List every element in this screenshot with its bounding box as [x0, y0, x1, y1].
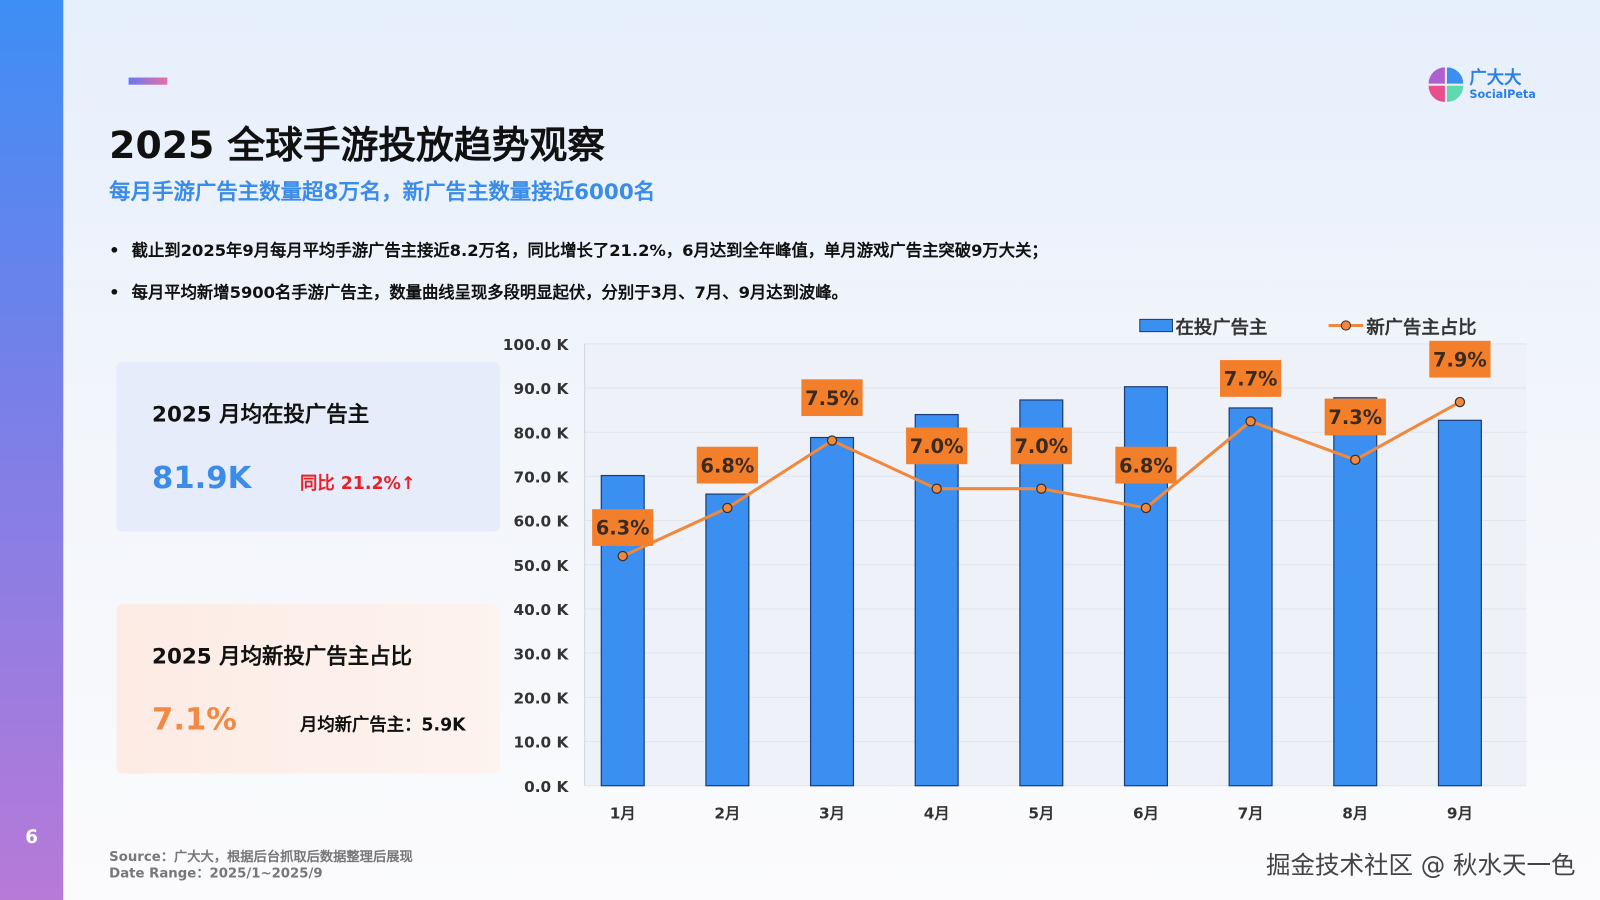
- bullet-text: 每月平均新增5900名手游广告主，数量曲线呈现多段明显起伏，分别于3月、7月、9…: [131, 282, 848, 303]
- data-label-bg: [1220, 360, 1282, 397]
- data-label: 7.0%: [910, 435, 964, 458]
- y-tick-label: 80.0 K: [513, 424, 569, 442]
- ratio-point: [1350, 454, 1361, 466]
- bar: [914, 413, 959, 787]
- ratio-point: [1454, 396, 1466, 408]
- y-tick-label: 10.0 K: [513, 734, 569, 752]
- sidebar-bar: 6: [0, 0, 64, 900]
- data-label: 7.7%: [1224, 368, 1278, 391]
- y-tick-label: 60.0 K: [513, 513, 569, 531]
- logo-icon: [1428, 67, 1464, 103]
- y-tick-label: 50.0 K: [513, 557, 569, 575]
- logo-cn: 广大大: [1469, 67, 1522, 89]
- data-label-bg: [1429, 340, 1491, 378]
- data-label: 6.8%: [701, 454, 755, 477]
- x-tick-label: 4月: [924, 804, 950, 822]
- y-tick-label: 100.0 K: [503, 336, 570, 354]
- bullet-item: • 截止到2025年9月每月平均手游广告主接近8.2万名，同比增长了21.2%，6…: [109, 240, 1048, 261]
- accent-bar: [128, 77, 168, 85]
- new-advertiser-ratio-card: 2025 月均新投广告主占比 7.1% 月均新广告主：5.9K: [116, 604, 500, 774]
- ratio-point: [826, 435, 838, 446]
- legend-line-marker: [1340, 320, 1352, 331]
- data-label: 7.3%: [1328, 406, 1382, 429]
- legend-bar-swatch: [1139, 318, 1173, 333]
- logo: 广大大 SocialPeta: [1428, 67, 1536, 103]
- ratio-point: [722, 502, 733, 514]
- card-title: 2025 月均在投广告主: [152, 402, 370, 427]
- data-label: 7.9%: [1433, 348, 1487, 371]
- y-tick-label: 90.0 K: [513, 380, 569, 398]
- y-tick-label: 20.0 K: [513, 689, 569, 707]
- logo-en: SocialPeta: [1469, 87, 1536, 101]
- ratio-point: [617, 550, 628, 562]
- x-tick-label: 2月: [714, 804, 740, 822]
- y-tick-label: 40.0 K: [513, 601, 569, 619]
- data-label: 6.8%: [1119, 454, 1173, 477]
- x-tick-label: 7月: [1238, 804, 1264, 822]
- data-label: 7.0%: [1014, 435, 1068, 458]
- data-label-bg: [801, 379, 863, 417]
- data-label-bg: [1115, 446, 1177, 484]
- card-value: 81.9K: [152, 460, 252, 496]
- x-tick-label: 9月: [1447, 804, 1473, 822]
- bullet-list: • 截止到2025年9月每月平均手游广告主接近8.2万名，同比增长了21.2%，6…: [109, 237, 1048, 321]
- page-subtitle: 每月手游广告主数量超8万名，新广告主数量接近6000名: [109, 179, 656, 205]
- x-tick-label: 1月: [610, 804, 636, 822]
- x-tick-label: 5月: [1028, 804, 1054, 822]
- x-tick-label: 8月: [1342, 804, 1368, 822]
- bullet-item: • 每月平均新增5900名手游广告主，数量曲线呈现多段明显起伏，分别于3月、7月、…: [109, 282, 848, 303]
- watermark: 掘金技术社区 @ 秋水天一色: [1266, 851, 1576, 880]
- date-range-text: Date Range：2025/1~2025/9: [109, 866, 323, 882]
- data-label-bg: [1010, 427, 1072, 465]
- data-label-bg: [1324, 398, 1386, 436]
- ratio-point: [931, 483, 942, 494]
- data-label-bg: [592, 509, 654, 546]
- bar: [1228, 407, 1273, 787]
- bar: [809, 436, 855, 787]
- bullet-text: 截止到2025年9月每月平均手游广告主接近8.2万名，同比增长了21.2%，6月…: [131, 240, 1048, 261]
- data-label: 7.5%: [805, 387, 859, 410]
- bar: [1437, 419, 1482, 787]
- avg-advertisers-card: 2025 月均在投广告主 81.9K 同比 21.2%↑: [116, 362, 500, 532]
- bar: [705, 493, 750, 787]
- ratio-point: [1245, 416, 1256, 427]
- card-title: 2025 月均新投广告主占比: [152, 643, 413, 669]
- bar: [1123, 386, 1169, 787]
- page-number: 6: [25, 826, 39, 848]
- ratio-point: [1036, 483, 1047, 494]
- bar: [1019, 399, 1064, 787]
- ratio-point: [1140, 502, 1152, 514]
- x-tick-label: 3月: [819, 804, 845, 822]
- page-title: 2025 全球手游投放趋势观察: [109, 123, 605, 168]
- x-tick-label: 6月: [1133, 804, 1159, 822]
- y-tick-label: 0.0 K: [524, 778, 569, 796]
- data-label-bg: [696, 446, 758, 484]
- legend-bar-label: 在投广告主: [1176, 317, 1268, 339]
- source-note: Source：广大大，根据后台抓取后数据整理后展现 Date Range：202…: [109, 850, 413, 883]
- avg-new-advertisers: 月均新广告主：5.9K: [299, 715, 466, 736]
- y-tick-label: 30.0 K: [513, 645, 569, 663]
- y-tick-label: 70.0 K: [513, 469, 569, 487]
- data-label: 6.3%: [596, 517, 650, 540]
- legend-line-label: 新广告主占比: [1366, 317, 1476, 339]
- source-text: Source：广大大，根据后台抓取后数据整理后展现: [109, 849, 413, 866]
- data-label-bg: [906, 427, 968, 465]
- yoy-change: 同比 21.2%↑: [299, 473, 416, 494]
- card-value: 7.1%: [152, 702, 237, 738]
